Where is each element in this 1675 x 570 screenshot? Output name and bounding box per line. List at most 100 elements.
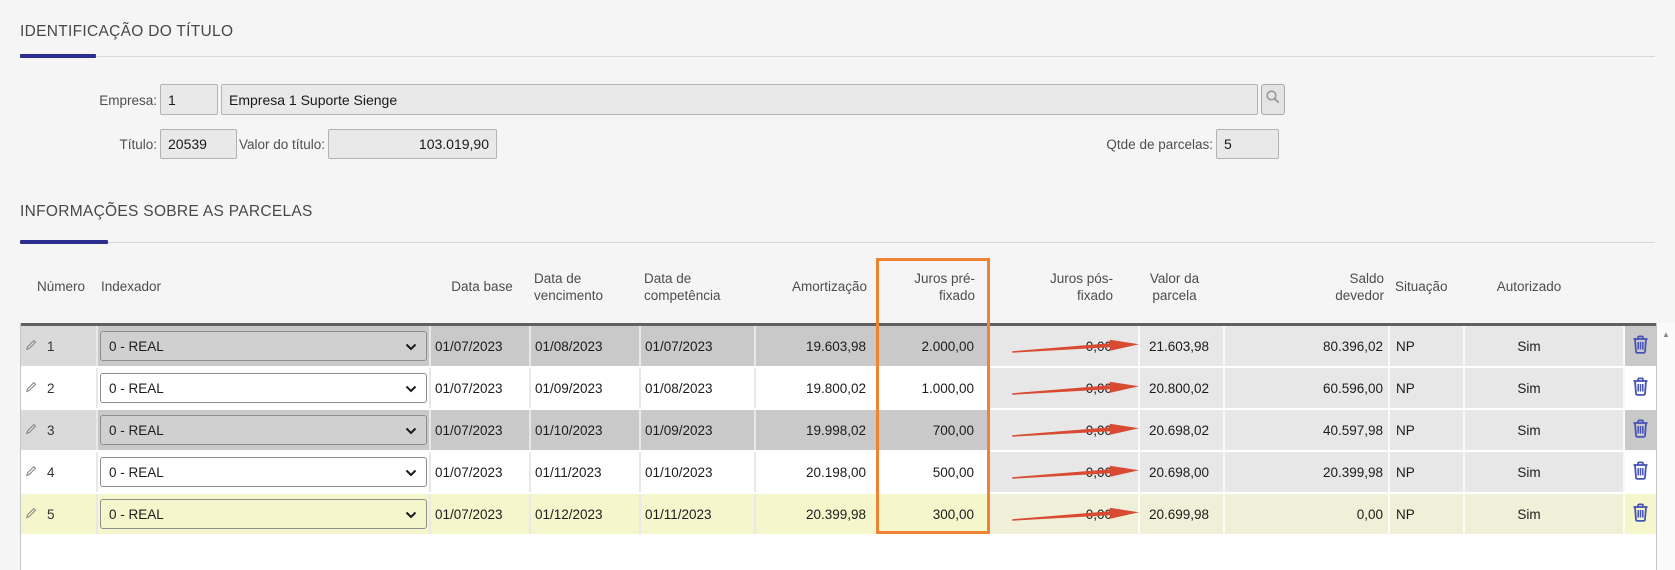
pencil-icon bbox=[24, 464, 38, 481]
indexador-select[interactable]: 0 - REAL bbox=[100, 331, 427, 361]
pencil-icon bbox=[24, 338, 38, 355]
data-base-cell[interactable]: 01/07/2023 bbox=[431, 452, 531, 492]
data-vencimento-cell[interactable]: 01/08/2023 bbox=[531, 326, 641, 366]
col-header-data-vencimento: Data de vencimento bbox=[534, 270, 604, 303]
indexador-cell: 0 - REAL bbox=[98, 452, 431, 492]
data-competencia-cell[interactable]: 01/11/2023 bbox=[641, 494, 756, 534]
grid-top-border bbox=[21, 323, 1656, 326]
indexador-select[interactable]: 0 - REAL bbox=[100, 373, 427, 403]
indexador-cell: 0 - REAL bbox=[98, 368, 431, 408]
pencil-icon bbox=[24, 380, 38, 397]
juros-pos-fixado-cell: 0,00 bbox=[990, 326, 1140, 366]
col-header-data-competencia: Data de competência bbox=[644, 270, 721, 303]
col-header-indexador: Indexador bbox=[101, 279, 162, 295]
autorizado-cell: Sim bbox=[1465, 368, 1625, 408]
trash-icon bbox=[1631, 334, 1650, 358]
delete-row-button[interactable] bbox=[1625, 368, 1656, 408]
col-header-numero: Número bbox=[37, 279, 86, 295]
titulo-field[interactable]: 20539 bbox=[160, 129, 237, 159]
valor-parcela-cell: 20.698,00 bbox=[1140, 452, 1225, 492]
data-vencimento-cell[interactable]: 01/12/2023 bbox=[531, 494, 641, 534]
data-vencimento-cell[interactable]: 01/11/2023 bbox=[531, 452, 641, 492]
saldo-devedor-cell: 60.596,00 bbox=[1225, 368, 1390, 408]
delete-row-button[interactable] bbox=[1625, 410, 1656, 450]
amortizacao-cell[interactable]: 19.800,02 bbox=[756, 368, 879, 408]
edit-row-button[interactable] bbox=[21, 410, 41, 450]
empresa-name-field[interactable]: Empresa 1 Suporte Sienge bbox=[221, 84, 1258, 115]
data-competencia-cell[interactable]: 01/10/2023 bbox=[641, 452, 756, 492]
edit-row-button[interactable] bbox=[21, 494, 41, 534]
trash-icon bbox=[1631, 376, 1650, 400]
parcela-numero: 3 bbox=[41, 410, 98, 450]
situacao-cell: NP bbox=[1390, 494, 1465, 534]
juros-pos-fixado-cell: 0,00 bbox=[990, 452, 1140, 492]
autorizado-cell: Sim bbox=[1465, 326, 1625, 366]
juros-pre-fixado-cell[interactable]: 700,00 bbox=[879, 410, 990, 450]
trash-icon bbox=[1631, 460, 1650, 484]
pencil-icon bbox=[24, 422, 38, 439]
autorizado-cell: Sim bbox=[1465, 410, 1625, 450]
indexador-select[interactable]: 0 - REAL bbox=[100, 415, 427, 445]
amortizacao-cell[interactable]: 19.998,02 bbox=[756, 410, 879, 450]
juros-pre-fixado-cell[interactable]: 2.000,00 bbox=[879, 326, 990, 366]
data-base-cell[interactable]: 01/07/2023 bbox=[431, 494, 531, 534]
col-header-data-base: Data base bbox=[451, 279, 513, 295]
valor-parcela-cell: 21.603,98 bbox=[1140, 326, 1225, 366]
trash-icon bbox=[1631, 418, 1650, 442]
qtde-parcelas-field[interactable]: 5 bbox=[1216, 129, 1279, 159]
valor-parcela-cell: 20.800,02 bbox=[1140, 368, 1225, 408]
data-competencia-cell[interactable]: 01/07/2023 bbox=[641, 326, 756, 366]
qtde-parcelas-label: Qtde de parcelas: bbox=[1106, 137, 1213, 152]
data-competencia-cell[interactable]: 01/08/2023 bbox=[641, 368, 756, 408]
saldo-devedor-cell: 20.399,98 bbox=[1225, 452, 1390, 492]
edit-row-button[interactable] bbox=[21, 452, 41, 492]
situacao-cell: NP bbox=[1390, 326, 1465, 366]
col-header-juros-pos: Juros pós-fixado bbox=[1049, 270, 1113, 303]
col-header-autorizado: Autorizado bbox=[1496, 279, 1562, 295]
edit-row-button[interactable] bbox=[21, 368, 41, 408]
indexador-select[interactable]: 0 - REAL bbox=[100, 499, 427, 529]
situacao-cell: NP bbox=[1390, 452, 1465, 492]
data-base-cell[interactable]: 01/07/2023 bbox=[431, 326, 531, 366]
saldo-devedor-cell: 40.597,98 bbox=[1225, 410, 1390, 450]
juros-pre-fixado-cell[interactable]: 500,00 bbox=[879, 452, 990, 492]
delete-row-button[interactable] bbox=[1625, 452, 1656, 492]
amortizacao-cell[interactable]: 20.198,00 bbox=[756, 452, 879, 492]
col-header-situacao: Situação bbox=[1395, 279, 1448, 295]
indexador-select[interactable]: 0 - REAL bbox=[100, 457, 427, 487]
juros-pos-fixado-cell: 0,00 bbox=[990, 410, 1140, 450]
delete-row-button[interactable] bbox=[1625, 494, 1656, 534]
data-competencia-cell[interactable]: 01/09/2023 bbox=[641, 410, 756, 450]
parcela-numero: 1 bbox=[41, 326, 98, 366]
triangle-up-icon[interactable]: ▲ bbox=[1662, 330, 1670, 339]
empresa-label: Empresa: bbox=[99, 93, 157, 108]
empresa-code-field[interactable]: 1 bbox=[160, 84, 218, 115]
vertical-scrollbar[interactable]: ▲ bbox=[1656, 323, 1675, 570]
section-title-parcelas: INFORMAÇÕES SOBRE AS PARCELAS bbox=[20, 203, 313, 220]
juros-pre-fixado-cell[interactable]: 1.000,00 bbox=[879, 368, 990, 408]
valor-titulo-field[interactable]: 103.019,90 bbox=[328, 129, 497, 159]
grid-header: Número Indexador Data base Data de venci… bbox=[20, 252, 1655, 323]
data-vencimento-cell[interactable]: 01/09/2023 bbox=[531, 368, 641, 408]
parcela-numero: 2 bbox=[41, 368, 98, 408]
saldo-devedor-cell: 0,00 bbox=[1225, 494, 1390, 534]
edit-row-button[interactable] bbox=[21, 326, 41, 366]
section-divider-accent bbox=[20, 240, 108, 244]
parcela-numero: 4 bbox=[41, 452, 98, 492]
data-base-cell[interactable]: 01/07/2023 bbox=[431, 368, 531, 408]
amortizacao-cell[interactable]: 19.603,98 bbox=[756, 326, 879, 366]
magnifier-icon bbox=[1265, 89, 1281, 110]
delete-row-button[interactable] bbox=[1625, 326, 1656, 366]
section-divider bbox=[20, 242, 1655, 243]
amortizacao-cell[interactable]: 20.399,98 bbox=[756, 494, 879, 534]
data-base-cell[interactable]: 01/07/2023 bbox=[431, 410, 531, 450]
empresa-search-button[interactable] bbox=[1261, 84, 1285, 115]
juros-pre-fixado-cell[interactable]: 300,00 bbox=[879, 494, 990, 534]
col-header-actions bbox=[1624, 252, 1655, 323]
data-vencimento-cell[interactable]: 01/10/2023 bbox=[531, 410, 641, 450]
